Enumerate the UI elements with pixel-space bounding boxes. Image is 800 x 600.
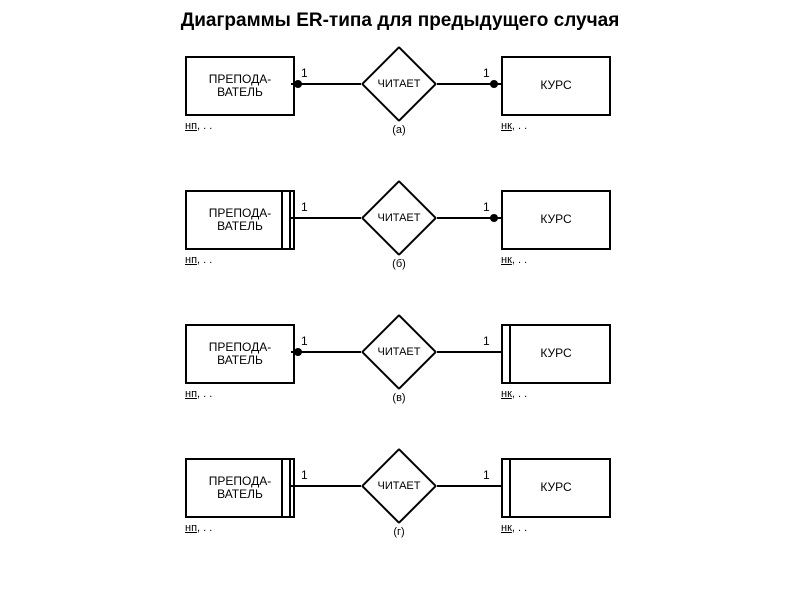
cardinality-right: 1 — [483, 334, 490, 348]
dot-left — [294, 80, 302, 88]
participation-bar-right — [501, 458, 511, 518]
attr-right: нк, . . — [501, 254, 527, 266]
panel-sublabel: (в) — [384, 392, 414, 404]
er-panels: ПРЕПОДА- ВАТЕЛЬ КУРС 1 1 ЧИТАЕТ нп, . . нк, . … — [0, 46, 800, 570]
dot-right — [490, 80, 498, 88]
entity-teacher: ПРЕПОДА- ВАТЕЛЬ — [185, 56, 295, 116]
entity-teacher: ПРЕПОДА- ВАТЕЛЬ — [185, 458, 295, 518]
entity-course: КУРС — [501, 190, 611, 250]
entity-teacher: ПРЕПОДА- ВАТЕЛЬ — [185, 190, 295, 250]
cardinality-right: 1 — [483, 200, 490, 214]
panel-sublabel: (б) — [384, 258, 414, 270]
page-title: Диаграммы ER-типа для предыдущего случая — [0, 10, 800, 32]
er-panel: ПРЕПОДА- ВАТЕЛЬ КУРС 1 1 ЧИТАЕТ нп, . . нк, . … — [185, 46, 615, 168]
cardinality-right: 1 — [483, 66, 490, 80]
cardinality-left: 1 — [301, 468, 308, 482]
dot-right — [490, 214, 498, 222]
relationship-reads: ЧИТАЕТ — [372, 57, 426, 111]
panel-sublabel: (г) — [384, 526, 414, 538]
panel-sublabel: (а) — [384, 124, 414, 136]
relationship-reads: ЧИТАЕТ — [372, 325, 426, 379]
entity-course: КУРС — [501, 324, 611, 384]
attr-right: нк, . . — [501, 522, 527, 534]
attr-left: нп, . . — [185, 522, 212, 534]
attr-right: нк, . . — [501, 120, 527, 132]
entity-course: КУРС — [501, 56, 611, 116]
attr-right: нк, . . — [501, 388, 527, 400]
attr-left: нп, . . — [185, 120, 212, 132]
er-panel: ПРЕПОДА- ВАТЕЛЬ КУРС 1 1 ЧИТАЕТ нп, . . нк, . … — [185, 448, 615, 570]
entity-teacher: ПРЕПОДА- ВАТЕЛЬ — [185, 324, 295, 384]
connector-right — [437, 351, 501, 353]
er-panel: ПРЕПОДА- ВАТЕЛЬ КУРС 1 1 ЧИТАЕТ нп, . . нк, . … — [185, 314, 615, 436]
er-panel: ПРЕПОДА- ВАТЕЛЬ КУРС 1 1 ЧИТАЕТ нп, . . нк, . … — [185, 180, 615, 302]
cardinality-right: 1 — [483, 468, 490, 482]
relationship-reads: ЧИТАЕТ — [372, 191, 426, 245]
connector-left — [291, 217, 361, 219]
connector-left — [291, 485, 361, 487]
relationship-reads: ЧИТАЕТ — [372, 459, 426, 513]
relationship-label: ЧИТАЕТ — [372, 325, 426, 379]
participation-bar-left — [281, 458, 291, 518]
participation-bar-right — [501, 324, 511, 384]
relationship-label: ЧИТАЕТ — [372, 459, 426, 513]
cardinality-left: 1 — [301, 66, 308, 80]
attr-left: нп, . . — [185, 254, 212, 266]
attr-left: нп, . . — [185, 388, 212, 400]
cardinality-left: 1 — [301, 334, 308, 348]
relationship-label: ЧИТАЕТ — [372, 191, 426, 245]
connector-right — [437, 485, 501, 487]
participation-bar-left — [281, 190, 291, 250]
entity-course: КУРС — [501, 458, 611, 518]
cardinality-left: 1 — [301, 200, 308, 214]
dot-left — [294, 348, 302, 356]
relationship-label: ЧИТАЕТ — [372, 57, 426, 111]
